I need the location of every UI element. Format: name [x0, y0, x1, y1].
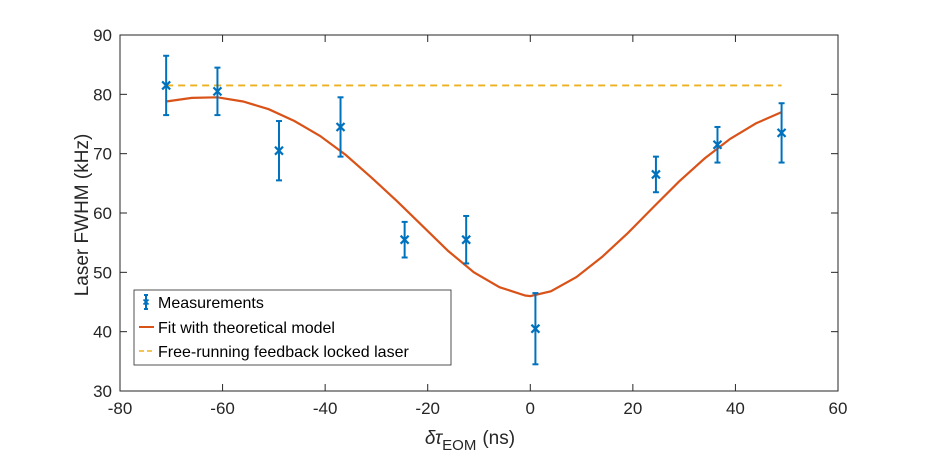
legend-label-measurements: Measurements [158, 295, 264, 312]
x-tick-label: -60 [210, 399, 235, 418]
axes: -80 -60 -40 -20 0 20 40 60 30 40 50 60 70 80 90 [93, 26, 847, 418]
measurement-point [530, 292, 541, 366]
y-tick-label: 90 [93, 26, 112, 45]
legend-marker-measurements [142, 294, 150, 310]
marker-x-stroke [212, 86, 223, 97]
x-tick-label: -20 [415, 399, 440, 418]
x-tick-label: 0 [526, 399, 535, 418]
marker-x-stroke [776, 128, 787, 138]
legend-box [133, 289, 452, 366]
legend-marker-x-stroke [142, 298, 150, 306]
marker-x-stroke [161, 80, 171, 91]
x-axis-label-symbol: δτ [425, 428, 444, 449]
x-ticks: -80 -60 -40 -20 0 20 40 60 [108, 35, 848, 418]
marker-x-stroke [399, 234, 410, 245]
x-axis-label-unit: (ns) [482, 428, 515, 449]
measurement-point [461, 214, 471, 265]
fit-curve [166, 96, 783, 298]
marker-x-stroke [712, 139, 723, 150]
x-tick-label: 20 [623, 399, 642, 418]
plot-area [161, 54, 787, 366]
measurement-point [776, 102, 787, 164]
y-tick-label: 40 [93, 323, 112, 342]
y-tick-label: 70 [93, 145, 112, 164]
measurement-point [212, 66, 223, 117]
x-axis-label-subscript: EOM [442, 437, 476, 454]
x-tick-label: 60 [829, 399, 848, 418]
x-tick-label: 40 [726, 399, 745, 418]
measurement-point [399, 220, 410, 259]
y-tick-label: 50 [93, 263, 112, 282]
legend-entry-measurements: Measurements [142, 294, 264, 312]
y-ticks: 30 40 50 60 70 80 90 [93, 26, 838, 401]
marker-x-stroke [651, 169, 661, 180]
y-tick-label: 60 [93, 204, 112, 223]
y-tick-label: 30 [93, 382, 112, 401]
y-tick-label: 80 [93, 85, 112, 104]
marker-x-stroke [274, 145, 284, 156]
measurement-point [335, 96, 346, 158]
x-tick-label: -80 [108, 399, 133, 418]
measurement-point [712, 125, 723, 164]
x-tick-label: -40 [313, 399, 338, 418]
legend-label-free-running: Free-running feedback locked laser [158, 344, 409, 361]
measurement-point [161, 54, 171, 117]
y-axis-label: Laser FWHM (kHz) [72, 134, 93, 297]
legend-entry-free-running: Free-running feedback locked laser [139, 344, 409, 361]
marker-x-stroke [530, 323, 541, 334]
marker-x-stroke [335, 122, 346, 132]
legend: Measurements Fit with theoretical model … [133, 289, 452, 366]
legend-entry-fit: Fit with theoretical model [139, 320, 335, 337]
measurement-point [651, 155, 661, 194]
marker-x-stroke [461, 234, 471, 245]
legend-label-fit: Fit with theoretical model [158, 320, 335, 337]
measurement-point [274, 120, 284, 182]
x-axis-label: δτEOM (ns) [425, 428, 515, 454]
